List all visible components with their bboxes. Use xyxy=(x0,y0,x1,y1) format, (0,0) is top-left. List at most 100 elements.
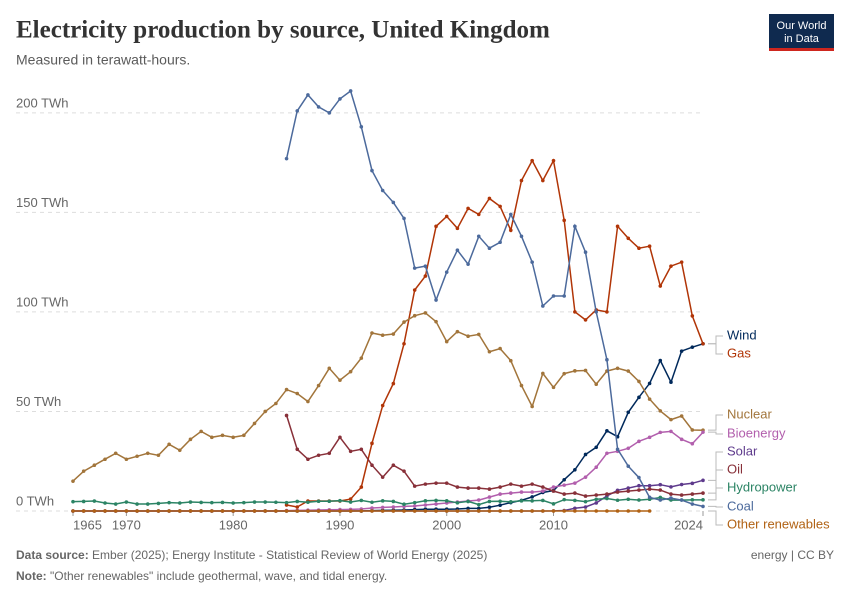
data-point xyxy=(658,284,663,288)
data-point xyxy=(476,498,481,502)
data-point xyxy=(508,212,513,217)
data-point xyxy=(210,500,214,505)
data-point xyxy=(156,509,161,513)
data-point xyxy=(658,358,663,363)
data-point xyxy=(530,404,534,409)
data-point xyxy=(690,481,695,486)
data-point xyxy=(188,500,193,504)
data-point xyxy=(466,206,470,211)
data-point xyxy=(519,499,524,503)
data-point xyxy=(370,500,374,505)
data-point xyxy=(391,505,396,509)
data-point xyxy=(626,509,631,513)
data-point xyxy=(295,505,300,509)
license[interactable]: energy | CC BY xyxy=(751,548,834,562)
data-point xyxy=(487,495,492,499)
data-point xyxy=(583,505,588,509)
data-point xyxy=(658,488,663,492)
data-point xyxy=(669,485,673,489)
data-point xyxy=(573,491,577,495)
data-point xyxy=(199,500,203,505)
data-point xyxy=(423,311,428,315)
data-point xyxy=(541,498,545,503)
data-point xyxy=(508,500,513,504)
logo[interactable]: Our World in Data xyxy=(769,14,834,51)
data-point xyxy=(615,224,620,229)
label-connector xyxy=(708,469,723,494)
label-connector xyxy=(708,431,723,435)
data-point xyxy=(423,482,428,486)
data-point xyxy=(530,482,534,486)
data-point xyxy=(220,433,225,438)
data-point xyxy=(434,298,438,302)
data-point xyxy=(679,260,684,264)
data-point xyxy=(647,495,652,500)
label-connector xyxy=(708,505,723,508)
data-point xyxy=(498,499,502,504)
data-point xyxy=(615,498,620,503)
data-point xyxy=(541,178,545,183)
data-point xyxy=(637,498,641,502)
data-point xyxy=(594,509,599,513)
legend-label: Wind xyxy=(727,327,757,342)
data-point xyxy=(690,314,695,318)
data-point xyxy=(615,490,620,494)
data-point xyxy=(402,469,406,473)
data-point xyxy=(338,435,342,440)
data-point xyxy=(551,385,556,390)
data-point xyxy=(124,500,129,504)
data-point xyxy=(316,105,321,109)
data-point xyxy=(583,509,588,513)
data-point xyxy=(519,383,524,388)
data-point xyxy=(177,501,182,505)
data-point xyxy=(573,467,577,472)
data-point xyxy=(434,224,438,229)
data-point xyxy=(412,500,417,505)
data-point xyxy=(81,509,86,513)
data-point xyxy=(669,496,673,500)
data-point xyxy=(231,435,235,440)
data-point xyxy=(231,501,235,505)
x-tick-label: 1990 xyxy=(325,517,354,532)
data-point xyxy=(327,451,332,456)
data-point xyxy=(562,477,566,482)
data-point xyxy=(530,260,534,264)
data-point xyxy=(348,369,353,374)
data-point xyxy=(306,457,310,462)
data-point xyxy=(316,453,321,458)
data-point xyxy=(199,509,203,513)
data-point xyxy=(647,397,652,401)
data-point xyxy=(562,492,566,496)
data-point xyxy=(626,410,631,415)
data-point xyxy=(573,369,577,373)
data-point xyxy=(669,380,673,385)
data-point xyxy=(231,509,235,513)
data-point xyxy=(359,509,364,513)
data-point xyxy=(380,333,385,338)
data-point xyxy=(156,453,161,458)
data-point xyxy=(519,484,524,488)
data-point xyxy=(327,509,332,513)
data-point xyxy=(252,421,257,426)
data-point xyxy=(487,349,492,354)
label-connector xyxy=(708,451,723,481)
data-point xyxy=(370,463,374,468)
y-tick-label: 150 TWh xyxy=(16,195,69,210)
data-point xyxy=(167,509,171,513)
data-point xyxy=(487,509,492,513)
data-point xyxy=(476,506,481,511)
data-point xyxy=(626,464,631,469)
legend-label: Oil xyxy=(727,461,743,476)
data-point xyxy=(370,509,374,513)
data-point xyxy=(274,401,278,406)
data-point xyxy=(380,499,385,503)
data-point xyxy=(615,366,620,371)
data-point xyxy=(306,399,310,404)
data-point xyxy=(530,499,534,503)
data-point xyxy=(412,484,417,488)
data-point xyxy=(210,509,214,513)
data-point xyxy=(594,465,599,470)
data-point xyxy=(476,212,481,217)
data-point xyxy=(498,240,502,245)
data-point xyxy=(402,341,406,346)
